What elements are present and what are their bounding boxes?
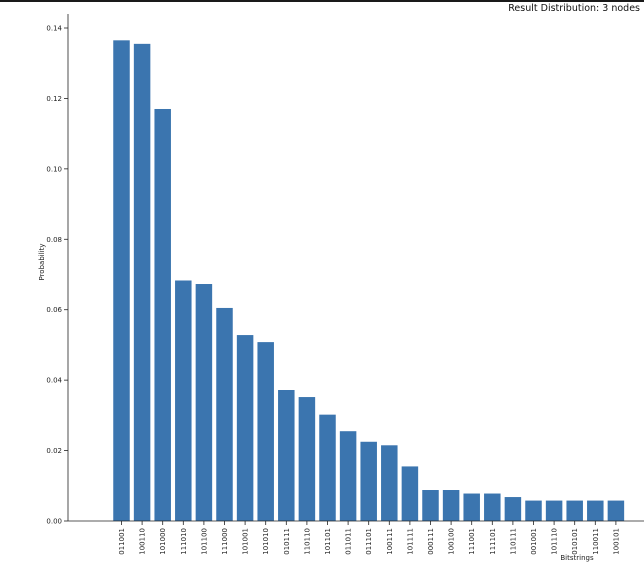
- y-tick-label: 0.06: [46, 306, 62, 314]
- bar-111010: [175, 280, 192, 521]
- x-axis-label: Bitstrings: [560, 554, 594, 562]
- bar-110110: [298, 397, 316, 521]
- x-ticks: 011001 100110 101000 111010 101100 111000 1010…: [118, 521, 620, 555]
- bar-001001: [525, 500, 542, 521]
- y-tick-label: 0.14: [46, 25, 62, 33]
- y-tick-label: 0.04: [46, 377, 62, 385]
- bar-111101: [484, 493, 501, 521]
- y-axis-label: Probability: [38, 243, 46, 280]
- x-tick-label: 010101: [571, 528, 579, 555]
- x-tick-label: 011101: [365, 528, 373, 555]
- x-tick-label: 101111: [406, 528, 414, 555]
- x-tick-label: 110110: [303, 528, 311, 555]
- y-tick-label: 0.00: [46, 518, 62, 526]
- bar-111001: [463, 493, 480, 521]
- bar-011011: [339, 431, 357, 521]
- bar-100111: [381, 445, 398, 521]
- x-tick-label: 100101: [612, 528, 620, 555]
- y-tick-label: 0.08: [46, 236, 62, 244]
- y-ticks: 0.00 0.02 0.04 0.06 0.08 0.10 0.12 0.14: [46, 25, 68, 526]
- bar-110011: [587, 500, 604, 521]
- bar-100110: [133, 43, 151, 521]
- x-tick-label: 101010: [262, 528, 270, 555]
- bar-101110: [545, 500, 563, 521]
- x-tick-label: 000111: [427, 528, 435, 555]
- x-tick-label: 010111: [283, 528, 291, 555]
- x-tick-label: 011001: [118, 528, 126, 555]
- x-tick-label: 101001: [242, 528, 250, 555]
- x-tick-label: 110111: [509, 528, 517, 555]
- x-tick-label: 101101: [324, 528, 332, 555]
- bar-111000: [216, 307, 233, 521]
- x-tick-label: 110011: [592, 528, 600, 555]
- window-top-border: [0, 0, 644, 2]
- x-tick-label: 101000: [159, 528, 167, 555]
- bar-100100: [442, 490, 460, 521]
- x-tick-label: 100100: [448, 528, 456, 555]
- y-tick-label: 0.10: [46, 165, 62, 173]
- x-tick-label: 001001: [530, 528, 538, 555]
- bar-101000: [154, 108, 171, 522]
- x-tick-label: 101100: [200, 528, 208, 555]
- bar-011001: [113, 40, 130, 521]
- x-tick-label: 100111: [386, 528, 394, 555]
- bars-layer: [113, 40, 625, 522]
- y-tick-label: 0.12: [46, 95, 62, 103]
- bar-110111: [504, 497, 522, 521]
- bar-100101: [607, 500, 625, 521]
- bar-011101: [360, 441, 377, 521]
- chart-title: Result Distribution: 3 nodes: [508, 3, 640, 14]
- bar-101100: [195, 284, 213, 521]
- bar-101101: [319, 414, 336, 521]
- x-tick-label: 011011: [345, 528, 353, 555]
- bar-010111: [278, 390, 295, 521]
- bar-101010: [257, 342, 274, 521]
- bar-010101: [566, 500, 583, 521]
- x-tick-label: 111010: [180, 528, 188, 555]
- x-tick-label: 101110: [551, 528, 559, 555]
- bar-101001: [236, 335, 254, 521]
- x-tick-label: 111001: [468, 528, 476, 555]
- bar-000111: [422, 490, 439, 521]
- x-tick-label: 111000: [221, 528, 229, 555]
- x-tick-label: 100110: [139, 528, 147, 555]
- x-tick-label: 111101: [489, 528, 497, 555]
- bar-101111: [401, 466, 419, 521]
- y-tick-label: 0.02: [46, 447, 62, 455]
